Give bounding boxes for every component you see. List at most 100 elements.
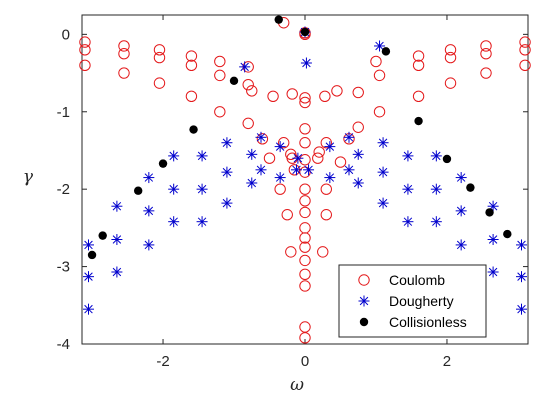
coulomb-point [319, 90, 331, 102]
y-tick-label: -2 [57, 181, 70, 198]
coulomb-point [444, 51, 457, 64]
dougherty-point [455, 239, 467, 251]
coulomb-point [214, 55, 226, 68]
dougherty-point [352, 177, 364, 189]
coulomb-point [299, 280, 311, 292]
dougherty-point [455, 205, 467, 217]
dougherty-point [352, 148, 364, 160]
coulomb-point [412, 59, 425, 72]
coulomb-point [299, 332, 311, 344]
dougherty-point [196, 216, 208, 228]
dougherty-point [143, 172, 155, 184]
dougherty-point [255, 131, 267, 143]
dougherty-point [430, 183, 442, 195]
dougherty-point [196, 150, 208, 162]
coulomb-point [370, 55, 382, 68]
dougherty-point [343, 164, 355, 176]
coulomb-point [299, 183, 311, 195]
dougherty-point [487, 200, 499, 212]
x-axis-label: ω [290, 375, 304, 395]
dougherty-point [239, 61, 251, 73]
dougherty-point [515, 303, 527, 315]
legend-label-coulomb: Coulomb [389, 272, 445, 288]
coulomb-point [317, 246, 329, 258]
dougherty-point [143, 239, 155, 251]
y-tick-label: -3 [57, 259, 70, 276]
coulomb-point [153, 51, 166, 64]
collisionless-point [98, 231, 107, 240]
coulomb-point [299, 92, 311, 104]
coulomb-point [281, 209, 293, 221]
dougherty-point [324, 141, 336, 153]
coulomb-point [312, 152, 324, 164]
collisionless-point [133, 186, 143, 195]
coulomb-point [185, 90, 198, 102]
coulomb-point [185, 50, 198, 62]
coulomb-point [274, 183, 286, 195]
dougherty-point [515, 239, 527, 251]
coulomb-point [214, 106, 226, 118]
dougherty-point [143, 205, 155, 217]
data-markers [79, 15, 531, 344]
collisionless-point [485, 208, 494, 217]
dougherty-point [487, 233, 499, 245]
coulomb-point [320, 183, 332, 195]
coulomb-point [373, 106, 386, 118]
coulomb-point [519, 36, 531, 48]
dougherty-point [455, 172, 467, 184]
dougherty-point [343, 131, 355, 143]
collisionless-point [300, 27, 310, 37]
x-tick-label: -2 [156, 353, 169, 370]
legend-marker-coulomb [358, 274, 370, 286]
dougherty-point [255, 164, 267, 176]
dougherty-point [430, 150, 442, 162]
coulomb-point [331, 85, 343, 97]
coulomb-point [79, 36, 91, 48]
legend-label-collisionless: Collisionless [389, 314, 467, 330]
coulomb-point [480, 40, 492, 52]
dougherty-point [402, 150, 414, 162]
coulomb-point [299, 206, 311, 219]
y-tick-label: 0 [62, 26, 70, 43]
coulomb-point [373, 69, 386, 82]
coulomb-point [267, 90, 279, 102]
collisionless-point [189, 125, 198, 134]
legend-marker-dougherty [358, 295, 370, 307]
coulomb-point [352, 86, 364, 99]
coulomb-point [352, 121, 364, 133]
coulomb-point [320, 209, 332, 221]
coulomb-point [334, 156, 347, 168]
collisionless-point [466, 183, 475, 192]
coulomb-point [246, 85, 258, 97]
coulomb-point [313, 146, 325, 158]
dougherty-point [377, 197, 389, 209]
dougherty-point [300, 57, 312, 69]
y-tick-label: -4 [57, 336, 70, 353]
coulomb-point [519, 59, 531, 72]
series-coulomb [79, 17, 531, 344]
coulomb-point [299, 268, 311, 281]
dougherty-point [324, 172, 336, 184]
axis-ticks: -2 0 2 0 -1 -2 -3 -4 [57, 15, 528, 370]
legend-marker-collisionless [359, 317, 369, 327]
coulomb-point [256, 133, 269, 145]
dougherty-point [246, 177, 258, 189]
dougherty-point [374, 40, 386, 52]
dougherty-point [515, 271, 527, 283]
x-tick-label: 2 [443, 353, 451, 370]
dougherty-point [402, 183, 414, 195]
coulomb-point [412, 90, 425, 102]
coulomb-point [444, 77, 457, 89]
dougherty-point [377, 166, 389, 178]
dougherty-point [290, 164, 302, 176]
dougherty-point [377, 137, 389, 149]
coulomb-point [242, 78, 254, 91]
dougherty-point [292, 152, 304, 164]
coulomb-point [320, 137, 332, 149]
dougherty-point [168, 216, 180, 228]
coulomb-point [118, 48, 130, 60]
coulomb-point [480, 67, 492, 79]
dougherty-point [196, 183, 208, 195]
dougherty-point [430, 216, 442, 228]
